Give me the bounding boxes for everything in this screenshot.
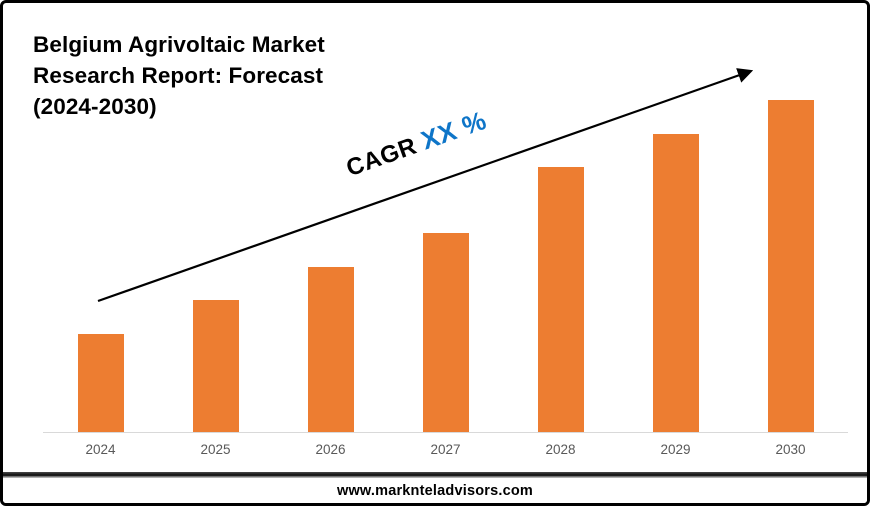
bar-2029 — [652, 134, 699, 432]
bar-slot-2029 — [618, 92, 733, 432]
bar-2028 — [537, 167, 584, 432]
bar-slot-2028 — [503, 92, 618, 432]
bar-2030 — [767, 100, 814, 432]
bar-2027 — [422, 233, 469, 432]
footer-bar: www.marknteladvisors.com — [3, 478, 867, 503]
x-tick-label-2025: 2025 — [200, 442, 231, 457]
x-tick-label-2027: 2027 — [430, 442, 461, 457]
x-tick-label-2029: 2029 — [660, 442, 691, 457]
x-tick-label-2028: 2028 — [545, 442, 576, 457]
chart-title-line-1: Belgium Agrivoltaic Market — [33, 32, 325, 57]
bar-2024 — [77, 334, 124, 432]
bar-slot-2025 — [158, 92, 273, 432]
x-tick-label-2030: 2030 — [775, 442, 806, 457]
bar-2026 — [307, 267, 354, 432]
x-tick-label-2024: 2024 — [85, 442, 116, 457]
x-axis-labels: 2024 2025 2026 2027 2028 2029 2030 — [43, 442, 848, 457]
bar-slot-2024 — [43, 92, 158, 432]
bar-slot-2030 — [733, 92, 848, 432]
bar-slot-2026 — [273, 92, 388, 432]
x-axis-line — [43, 432, 848, 433]
footer-divider — [3, 472, 867, 478]
bar-chart-plot-area — [43, 92, 848, 432]
chart-title-line-2: Research Report: Forecast — [33, 63, 324, 88]
bar-2025 — [192, 300, 239, 432]
bar-slot-2027 — [388, 92, 503, 432]
website-link[interactable]: www.marknteladvisors.com — [336, 482, 534, 499]
x-tick-label-2026: 2026 — [315, 442, 346, 457]
